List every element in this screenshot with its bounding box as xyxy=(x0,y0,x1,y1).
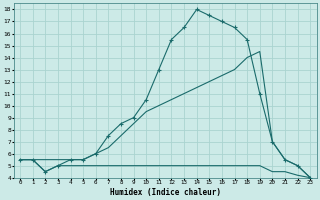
X-axis label: Humidex (Indice chaleur): Humidex (Indice chaleur) xyxy=(110,188,220,197)
